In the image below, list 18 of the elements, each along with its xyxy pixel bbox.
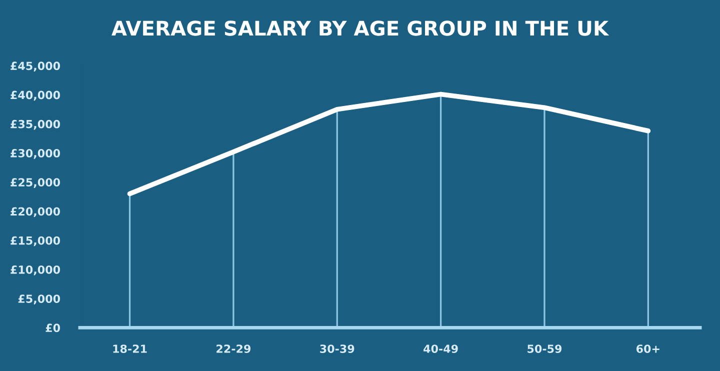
y-tick-label: £20,000 [10, 207, 60, 218]
chart-title: AVERAGE SALARY BY AGE GROUP IN THE UK [112, 20, 610, 36]
y-tick-label: £35,000 [10, 120, 60, 130]
x-tick-label: 22-29 [216, 344, 251, 353]
y-tick-label: £30,000 [10, 149, 60, 159]
y-tick-label: £40,000 [10, 90, 60, 101]
y-tick-label: £5,000 [18, 294, 60, 304]
y-tick-label: £0 [46, 324, 60, 332]
x-tick-label: 40-49 [424, 344, 458, 353]
x-tick-label: 60+ [636, 344, 660, 353]
y-tick-label: £15,000 [10, 236, 60, 246]
y-tick-label: £25,000 [10, 178, 60, 188]
x-tick-label: 30-39 [320, 344, 354, 353]
y-tick-label: £45,000 [10, 62, 60, 72]
y-tick-label: £10,000 [10, 265, 60, 276]
x-tick-label: 18-21 [113, 344, 147, 353]
line-series [127, 92, 651, 196]
x-tick-label: 50-59 [528, 344, 562, 353]
